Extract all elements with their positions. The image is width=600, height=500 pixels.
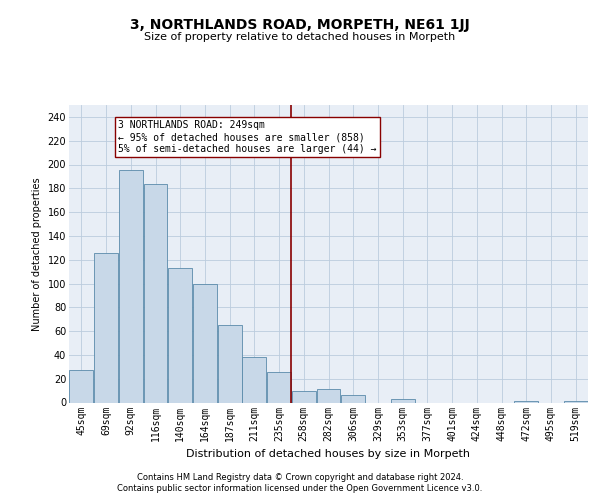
Bar <box>119 170 143 402</box>
Text: Contains HM Land Registry data © Crown copyright and database right 2024.: Contains HM Land Registry data © Crown c… <box>137 472 463 482</box>
Text: 3, NORTHLANDS ROAD, MORPETH, NE61 1JJ: 3, NORTHLANDS ROAD, MORPETH, NE61 1JJ <box>130 18 470 32</box>
Bar <box>168 268 192 402</box>
Bar <box>70 370 94 402</box>
Text: 3 NORTHLANDS ROAD: 249sqm
← 95% of detached houses are smaller (858)
5% of semi-: 3 NORTHLANDS ROAD: 249sqm ← 95% of detac… <box>118 120 377 154</box>
Bar <box>391 399 415 402</box>
Y-axis label: Number of detached properties: Number of detached properties <box>32 177 42 330</box>
Bar <box>94 252 118 402</box>
Bar <box>193 284 217 403</box>
Bar <box>242 358 266 403</box>
Text: Contains public sector information licensed under the Open Government Licence v3: Contains public sector information licen… <box>118 484 482 493</box>
Bar <box>341 396 365 402</box>
X-axis label: Distribution of detached houses by size in Morpeth: Distribution of detached houses by size … <box>187 449 470 459</box>
Text: Size of property relative to detached houses in Morpeth: Size of property relative to detached ho… <box>145 32 455 42</box>
Bar <box>317 390 340 402</box>
Bar <box>292 390 316 402</box>
Bar <box>267 372 291 402</box>
Bar <box>218 325 242 402</box>
Bar <box>143 184 167 402</box>
